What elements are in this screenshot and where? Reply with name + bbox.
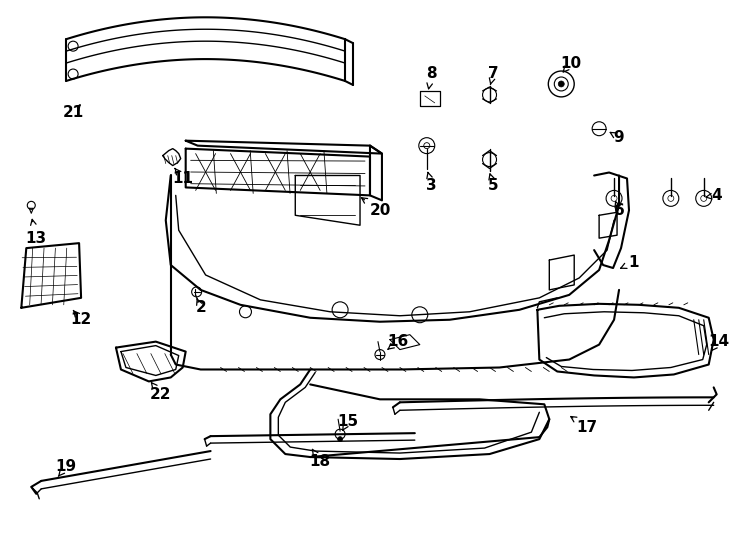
Text: 2: 2 (195, 300, 206, 315)
Text: 20: 20 (369, 203, 390, 218)
Text: 3: 3 (426, 178, 437, 193)
Text: 19: 19 (56, 460, 77, 475)
Text: 13: 13 (26, 231, 47, 246)
Text: 12: 12 (70, 312, 92, 327)
Text: 11: 11 (172, 171, 193, 186)
Text: 10: 10 (561, 56, 582, 71)
Text: 7: 7 (488, 65, 499, 80)
Text: 9: 9 (614, 130, 625, 145)
Circle shape (559, 81, 564, 87)
Text: 8: 8 (426, 65, 437, 80)
Text: 16: 16 (388, 334, 409, 349)
Text: 5: 5 (488, 178, 499, 193)
Text: 22: 22 (150, 387, 172, 402)
Circle shape (338, 437, 343, 442)
Text: 21: 21 (62, 105, 84, 120)
Text: 18: 18 (310, 454, 331, 469)
Text: 6: 6 (614, 203, 625, 218)
Text: 15: 15 (338, 414, 359, 429)
Text: 17: 17 (577, 420, 597, 435)
Text: 14: 14 (708, 334, 729, 349)
Text: 1: 1 (629, 254, 639, 269)
Text: 4: 4 (711, 188, 722, 203)
